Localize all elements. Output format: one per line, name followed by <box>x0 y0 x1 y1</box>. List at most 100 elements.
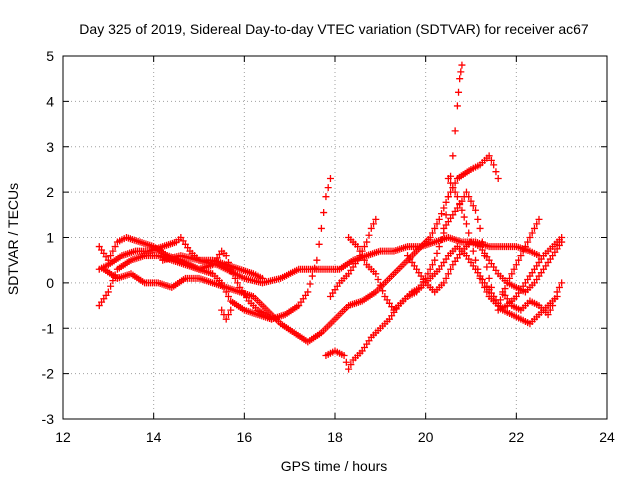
data-point <box>435 215 443 223</box>
data-point <box>438 210 446 218</box>
y-tick-label: -1 <box>42 320 55 336</box>
data-point <box>449 152 457 160</box>
data-point <box>224 292 232 300</box>
data-point <box>483 288 491 296</box>
data-point <box>458 61 466 69</box>
data-point <box>494 302 502 310</box>
series-sat-i <box>404 238 566 296</box>
data-point <box>496 296 504 304</box>
data-point <box>512 261 520 269</box>
data-point <box>317 224 325 232</box>
series-sat-j <box>440 188 566 314</box>
data-point <box>535 215 543 223</box>
data-point <box>478 279 486 287</box>
data-point <box>478 238 486 246</box>
y-tick-label: 4 <box>46 93 54 109</box>
x-tick-label: 14 <box>146 429 162 445</box>
data-point <box>426 265 434 273</box>
data-point <box>360 256 368 264</box>
data-point <box>485 152 493 160</box>
data-point <box>472 206 480 214</box>
data-point <box>379 287 387 295</box>
data-point <box>313 256 321 264</box>
data-point <box>322 193 330 201</box>
data-point <box>521 243 529 251</box>
y-tick-label: 1 <box>46 230 54 246</box>
y-tick-label: -2 <box>42 366 55 382</box>
data-point <box>508 270 516 278</box>
data-point <box>107 282 115 290</box>
data-point <box>234 279 242 287</box>
series-sat-g <box>326 215 380 300</box>
data-point <box>104 288 112 296</box>
series-sat-f <box>322 61 466 373</box>
data-point <box>457 68 465 76</box>
data-point <box>467 238 475 246</box>
data-point <box>469 247 477 255</box>
data-point <box>376 281 384 289</box>
data-point <box>447 265 455 273</box>
y-axis-label: SDTVAR / TECUs <box>5 183 21 295</box>
data-point <box>222 252 230 260</box>
y-tick-label: 0 <box>46 275 54 291</box>
data-point <box>453 193 461 201</box>
data-point <box>551 295 559 303</box>
data-point <box>433 220 441 228</box>
y-tick-label: 5 <box>46 48 54 64</box>
data-point <box>506 274 514 282</box>
y-tick-label: 2 <box>46 184 54 200</box>
data-point <box>515 256 523 264</box>
data-point <box>469 202 477 210</box>
x-tick-label: 12 <box>55 429 71 445</box>
data-point <box>492 168 500 176</box>
data-point <box>224 311 232 319</box>
data-point <box>354 243 362 251</box>
data-point <box>308 272 316 280</box>
series-sat-d <box>100 152 502 346</box>
data-point <box>451 188 459 196</box>
data-point <box>487 283 495 291</box>
data-point <box>358 252 366 260</box>
data-point <box>440 279 448 287</box>
x-tick-label: 20 <box>418 429 434 445</box>
data-point <box>519 247 527 255</box>
data-point <box>347 361 355 369</box>
data-point <box>326 175 334 183</box>
data-point <box>442 211 450 219</box>
data-point <box>481 252 489 260</box>
data-point <box>444 270 452 278</box>
data-point <box>460 213 468 221</box>
x-tick-label: 24 <box>599 429 615 445</box>
data-point <box>467 197 475 205</box>
data-point <box>449 184 457 192</box>
data-point <box>367 224 375 232</box>
x-axis-label: GPS time / hours <box>281 458 388 474</box>
data-point <box>462 220 470 228</box>
data-point <box>485 274 493 282</box>
chart-title: Day 325 of 2019, Sidereal Day-to-day VTE… <box>79 21 589 37</box>
data-point <box>431 224 439 232</box>
data-point <box>558 234 566 241</box>
data-point <box>426 234 434 241</box>
data-points <box>95 61 566 373</box>
data-point <box>555 283 563 291</box>
data-point <box>455 88 463 96</box>
y-tick-label: -3 <box>42 411 55 427</box>
y-tick-label: 3 <box>46 139 54 155</box>
data-point <box>474 265 482 273</box>
data-point <box>456 75 464 83</box>
data-point <box>447 179 455 187</box>
series-sat-e <box>159 234 543 287</box>
data-point <box>428 229 436 237</box>
data-point <box>424 270 432 278</box>
data-point <box>444 175 452 183</box>
data-point <box>483 263 491 271</box>
data-point <box>517 252 525 260</box>
data-point <box>111 243 119 251</box>
data-point <box>528 229 536 237</box>
data-point <box>433 249 441 257</box>
data-point <box>481 283 489 291</box>
data-point <box>372 270 380 278</box>
